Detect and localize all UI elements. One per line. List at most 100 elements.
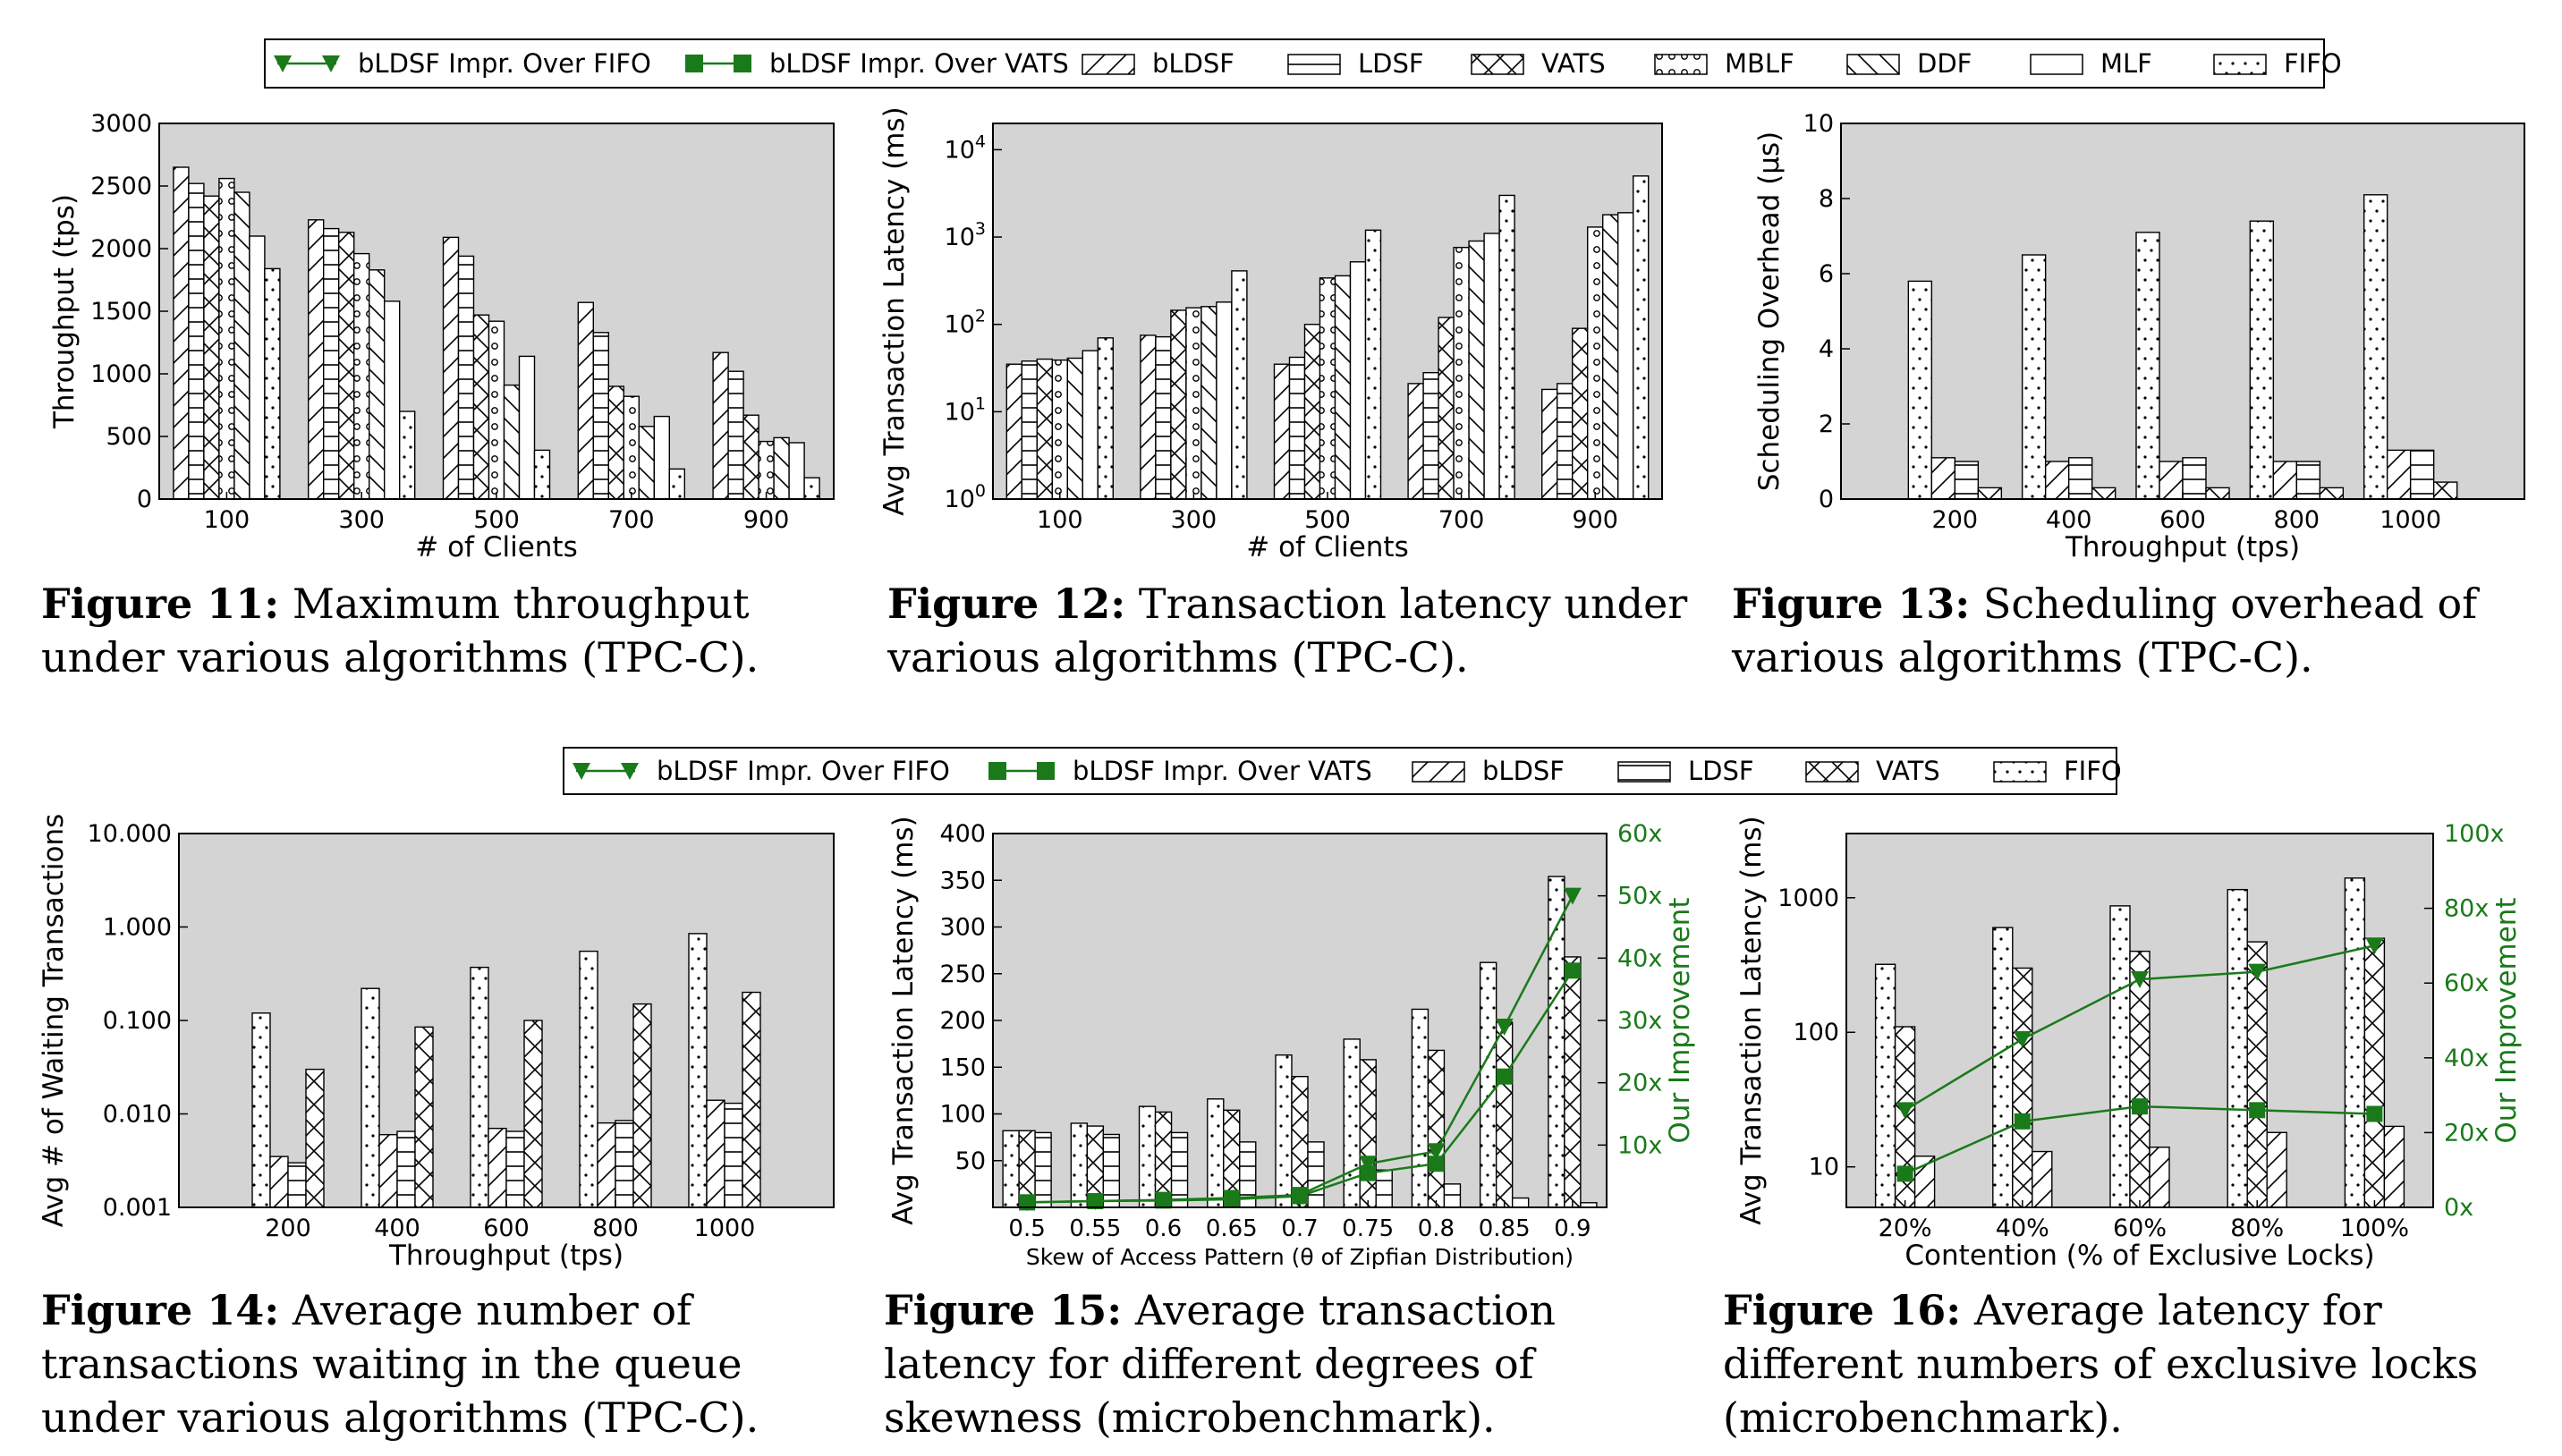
triangle-marker [2013, 1030, 2032, 1048]
bar-mblf-700 [1453, 246, 1470, 499]
legend-swatch [1287, 54, 1341, 75]
y-tick-label: 0.001 [103, 1194, 172, 1222]
square-marker [1292, 1188, 1308, 1205]
bar-ddf-100 [1066, 357, 1084, 499]
square-marker [2132, 1098, 2148, 1115]
caption-label: Figure 14: [41, 1286, 280, 1334]
bar-fifo-0.6 [1138, 1105, 1157, 1207]
bar-ldsf-0.75 [1375, 1169, 1393, 1207]
legend-label: bLDSF [1482, 756, 1565, 786]
square-marker [2014, 1113, 2031, 1130]
bars [1005, 175, 1650, 499]
bar-vats-100 [203, 195, 220, 499]
bar-ldsf-800 [2295, 461, 2321, 499]
bar-fifo-1000 [688, 933, 708, 1207]
caption-text: Transaction latency under various algori… [887, 580, 1688, 681]
x-tick-label: 200 [1932, 506, 1979, 534]
x-tick-label: 0.55 [1069, 1215, 1121, 1242]
x-tick-label: 200 [265, 1215, 311, 1242]
y-tick-label: 10.000 [88, 820, 172, 848]
bars [173, 166, 820, 499]
square-marker [734, 55, 751, 72]
caption-figure-13: Figure 13: Scheduling overhead of variou… [1732, 577, 2546, 684]
caption-text: Average latency for different numbers of… [1723, 1286, 2479, 1442]
bar-bldsf-100 [1005, 363, 1023, 499]
bar-mblf-900 [1586, 226, 1604, 499]
caption-text: Scheduling overhead of various algorithm… [1732, 580, 2478, 681]
x-tick-label: 0.85 [1479, 1215, 1531, 1242]
bar-fifo-0.65 [1207, 1098, 1225, 1207]
triangle-marker [621, 763, 639, 780]
bar-mlf-900 [788, 442, 805, 499]
bar-fifo-0.5 [1002, 1130, 1020, 1207]
bar-fifo-0.75 [1343, 1038, 1361, 1207]
y-tick-label: 1500 [90, 298, 152, 326]
bar-fifo-300 [399, 411, 416, 499]
y-tick-label: 4 [1819, 335, 1834, 363]
bar-bldsf-200 [1930, 457, 1956, 499]
legend-swatch [2030, 54, 2083, 75]
caption-text: Average number of transactions waiting i… [41, 1286, 759, 1442]
y-axis-label: Throughput (tps) [48, 194, 81, 429]
bar-bldsf-300 [308, 219, 325, 499]
y-tick-label: 103 [945, 219, 986, 251]
y2-tick-label: 80x [2444, 895, 2489, 923]
bar-ddf-500 [1334, 275, 1352, 499]
bar-ldsf-800 [615, 1120, 634, 1207]
y-tick-label: 100 [1793, 1019, 1839, 1046]
legend-swatch [1654, 54, 1708, 75]
legend-item-bldsf-impr-over-vats: bLDSF Impr. Over VATS [685, 48, 1069, 79]
square-marker [685, 55, 703, 72]
bar-vats-800 [632, 1003, 652, 1207]
bar-fifo-400 [2021, 254, 2047, 499]
bar-vats-0.85 [1495, 1021, 1514, 1207]
chart-fig14: 200 400 600 800 1000 0.001 0.010 0.100 1.000 10.0… [38, 814, 835, 1272]
bar-vats-100 [1036, 358, 1054, 499]
bar-fifo-40 [1992, 927, 2014, 1207]
x-tick-label: 500 [473, 506, 520, 534]
bar-bldsf-500 [1273, 363, 1291, 499]
triangle-marker [1427, 1143, 1446, 1161]
bar-ldsf-1000 [2409, 449, 2435, 499]
bar-vats-100 [2363, 937, 2386, 1207]
y-tick-label: 150 [939, 1054, 986, 1081]
bar-bldsf-300 [1140, 334, 1157, 499]
bar-bldsf-200 [269, 1155, 289, 1207]
y2-tick-label: 10x [1617, 1131, 1662, 1159]
line-impr-over-vats [1019, 962, 1581, 1211]
line-impr-over-fifo [1896, 937, 2384, 1120]
y2-tick-label: 40x [2444, 1045, 2489, 1072]
legend-item-vats: VATS [1805, 756, 1940, 786]
legend-swatch [1805, 761, 1859, 783]
bar-ldsf-400 [396, 1130, 416, 1207]
y-tick-exp: 1 [975, 394, 986, 413]
legend-label: VATS [1876, 756, 1940, 786]
y2-axis-label: Our Improvement [2490, 897, 2523, 1143]
y-tick-label: 300 [939, 914, 986, 942]
y2-tick-label: 60x [1617, 820, 1662, 848]
chart-fig16: 20% 40% 60% 80% 100% 10 100 1000 0x 20x 40x 60x 80x 1… [1735, 816, 2523, 1272]
legend-swatch [1412, 761, 1465, 783]
legend-label: bLDSF Impr. Over FIFO [657, 756, 950, 786]
bar-fifo-0.85 [1479, 961, 1497, 1207]
y-tick-label: 0.010 [103, 1101, 172, 1129]
bar-mlf-900 [1616, 212, 1634, 499]
bar-fifo-100 [2344, 877, 2366, 1207]
bar-fifo-400 [361, 987, 380, 1207]
y-tick-exp: 2 [975, 307, 986, 326]
bar-ldsf-0.9 [1580, 1202, 1598, 1207]
bar-fifo-800 [579, 950, 598, 1207]
x-tick-label: 100 [204, 506, 250, 534]
bar-ddf-300 [1200, 306, 1217, 499]
bar-vats-0.75 [1359, 1059, 1377, 1207]
bar-bldsf-100 [173, 166, 190, 499]
y2-tick-label: 50x [1617, 883, 1662, 910]
y2-tick-label: 20x [2444, 1119, 2489, 1147]
bar-ddf-100 [233, 191, 250, 499]
bar-ldsf-900 [1556, 383, 1574, 499]
bar-bldsf-900 [1540, 388, 1558, 499]
bar-mlf-100 [249, 235, 266, 499]
legend-item-mlf: MLF [2030, 48, 2152, 79]
bar-vats-500 [472, 314, 490, 499]
triangle-marker [1563, 887, 1582, 905]
